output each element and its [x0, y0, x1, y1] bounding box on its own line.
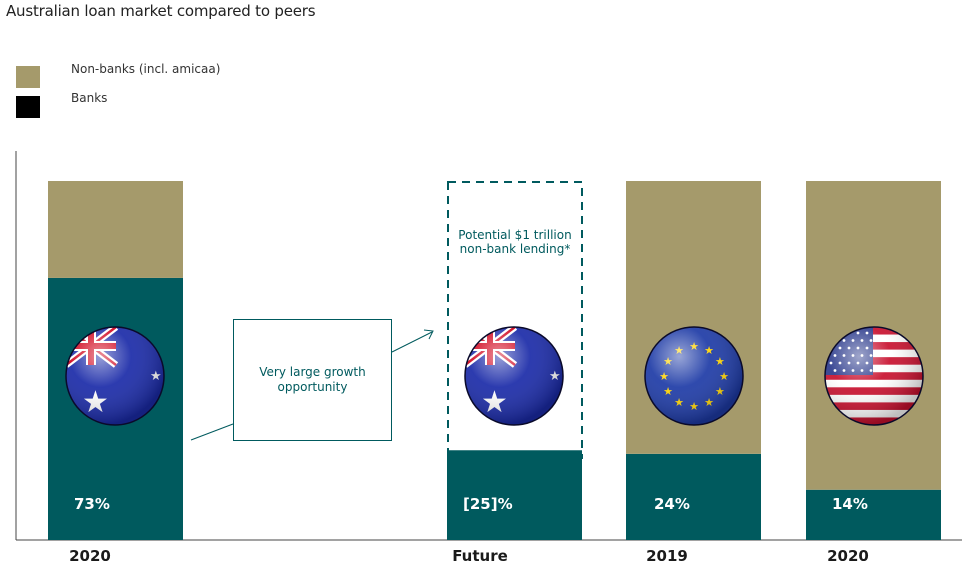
category-label-4: 2020	[827, 547, 869, 565]
callout-arrowhead	[423, 329, 434, 340]
legend-label-banks: Banks	[71, 91, 108, 105]
bar-banks-4	[806, 489, 941, 540]
callout-connector-right	[391, 331, 433, 353]
legend-swatch-nonbanks	[16, 66, 40, 88]
potential-lending-label: Potential $1 trillion non-bank lending*	[458, 228, 572, 256]
bar-banks-2	[447, 450, 582, 540]
callout-connector-left	[190, 423, 234, 441]
australia-flag-icon: ★ ★	[464, 326, 564, 426]
category-label-1: 2020	[69, 547, 111, 565]
data-label-bar-2: [25]%	[463, 495, 513, 513]
category-label-3: 2019	[646, 547, 688, 565]
dashed-potential-box	[447, 181, 583, 459]
eu-flag-icon: ★★★★★★★★★★★★	[644, 326, 744, 426]
legend-swatch-banks	[16, 96, 40, 118]
chart-title: Australian loan market compared to peers	[6, 2, 316, 20]
legend-label-nonbanks: Non-banks (incl. amicaa)	[71, 62, 221, 76]
data-label-bar-4: 14%	[832, 495, 868, 513]
usa-flag-icon	[824, 326, 924, 426]
australia-flag-icon: ★ ★	[65, 326, 165, 426]
bar-nonbanks-1	[48, 181, 183, 278]
bar-banks-3	[626, 453, 761, 540]
category-label-2: Future	[452, 547, 508, 565]
data-label-bar-1: 73%	[74, 495, 110, 513]
growth-opportunity-callout: Very large growth opportunity	[233, 319, 392, 441]
data-label-bar-3: 24%	[654, 495, 690, 513]
